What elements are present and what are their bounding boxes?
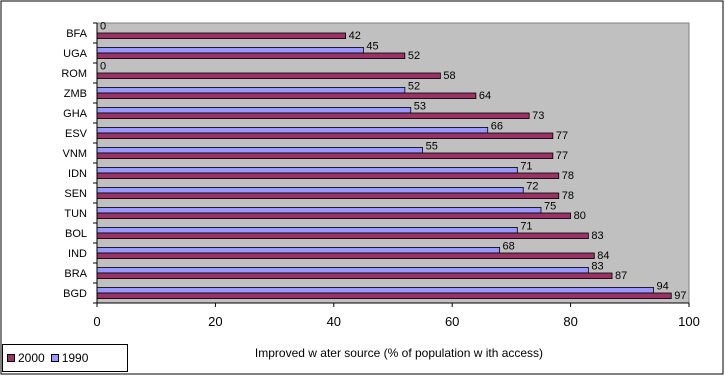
value-label-2000-rom: 58 [443, 70, 455, 82]
x-tick-label-100: 100 [678, 314, 700, 329]
category-label-idn: IDN [68, 168, 87, 180]
category-label-bol: BOL [65, 228, 87, 240]
x-tick-label-60: 60 [445, 314, 459, 329]
value-label-1990-uga: 45 [366, 40, 378, 52]
bar-2000-bgd [96, 292, 672, 299]
legend-swatch-2000 [7, 354, 15, 362]
category-label-tun: TUN [64, 208, 87, 220]
value-label-2000-tun: 80 [574, 210, 586, 222]
bar-1990-bgd [96, 286, 654, 294]
value-label-1990-bra: 83 [591, 260, 603, 272]
category-label-bfa: BFA [66, 28, 87, 40]
value-label-2000-bol: 83 [591, 230, 603, 242]
value-label-1990-ind: 68 [503, 240, 515, 252]
value-label-2000-esv: 77 [556, 130, 568, 142]
category-label-zmb: ZMB [64, 88, 87, 100]
category-label-ind: IND [68, 248, 87, 260]
x-tick-label-20: 20 [208, 314, 222, 329]
x-tick-label-0: 0 [93, 314, 100, 329]
bar-2000-esv [96, 132, 554, 139]
legend-label-2000: 2000 [18, 351, 45, 365]
bar-2000-sen [96, 192, 560, 199]
bar-1990-ind [96, 246, 500, 254]
bar-2000-bfa [96, 32, 347, 39]
value-label-1990-bfa: 0 [100, 20, 106, 32]
bar-2000-rom [96, 72, 441, 79]
bar-1990-sen [96, 186, 524, 194]
legend-item-2000: 2000 [7, 351, 45, 365]
legend: 2000 1990 [2, 344, 128, 372]
value-label-2000-ind: 84 [597, 250, 609, 262]
value-label-2000-bfa: 42 [349, 30, 361, 42]
category-label-bra: BRA [64, 268, 87, 280]
value-label-1990-bol: 71 [520, 220, 532, 232]
value-label-2000-idn: 78 [562, 170, 574, 182]
value-label-2000-bgd: 97 [674, 290, 686, 302]
value-label-1990-zmb: 52 [408, 80, 420, 92]
bar-1990-bol [96, 226, 518, 234]
value-label-1990-esv: 66 [491, 120, 503, 132]
x-axis-title: Improved w ater source (% of population … [255, 346, 543, 360]
bar-2000-ind [96, 252, 595, 259]
legend-item-1990: 1990 [50, 351, 89, 365]
category-label-gha: GHA [63, 108, 88, 120]
bar-2000-bra [96, 272, 613, 279]
bar-1990-tun [96, 206, 542, 214]
value-label-2000-bra: 87 [615, 270, 627, 282]
bar-1990-idn [96, 166, 518, 174]
bar-2000-bol [96, 232, 589, 239]
value-label-1990-rom: 0 [100, 60, 106, 72]
value-label-1990-gha: 53 [414, 100, 426, 112]
x-tick-label-40: 40 [327, 314, 341, 329]
value-label-2000-vnm: 77 [556, 150, 568, 162]
bar-2000-uga [96, 52, 406, 59]
value-label-2000-gha: 73 [532, 110, 544, 122]
bar-2000-vnm [96, 152, 554, 159]
value-label-2000-zmb: 64 [479, 90, 491, 102]
bar-1990-uga [96, 47, 364, 54]
category-label-bgd: BGD [63, 288, 87, 300]
bar-2000-tun [96, 212, 572, 219]
category-label-esv: ESV [65, 128, 88, 140]
bar-2000-idn [96, 172, 560, 179]
value-label-1990-idn: 71 [520, 160, 532, 172]
bar-2000-gha [96, 112, 530, 119]
category-label-sen: SEN [64, 188, 87, 200]
value-label-1990-vnm: 55 [426, 140, 438, 152]
value-label-1990-tun: 75 [544, 200, 556, 212]
value-label-2000-sen: 78 [562, 190, 574, 202]
bar-2000-zmb [96, 92, 477, 99]
value-label-1990-bgd: 94 [656, 280, 668, 292]
category-label-uga: UGA [63, 48, 88, 60]
category-label-rom: ROM [61, 68, 87, 80]
bar-1990-bra [96, 266, 589, 274]
bar-1990-esv [96, 127, 489, 134]
bar-1990-vnm [96, 146, 424, 154]
legend-label-1990: 1990 [61, 351, 89, 365]
x-tick-label-80: 80 [563, 314, 577, 329]
legend-swatch-1990 [50, 354, 59, 362]
bar-1990-gha [96, 107, 412, 114]
value-label-2000-uga: 52 [408, 50, 420, 62]
bar-1990-zmb [96, 87, 406, 94]
category-label-vnm: VNM [63, 148, 87, 160]
value-label-1990-sen: 72 [526, 180, 538, 192]
